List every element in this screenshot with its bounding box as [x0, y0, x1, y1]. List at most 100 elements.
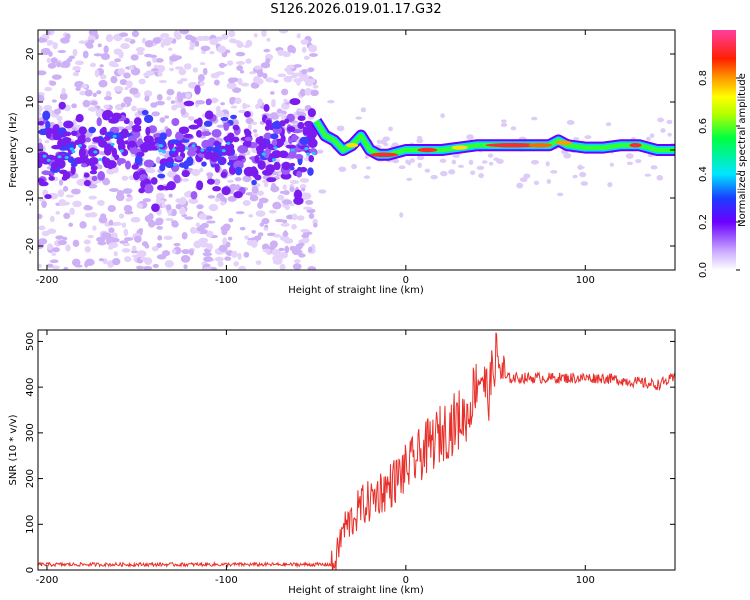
spectrogram-noise-mark: [96, 90, 102, 95]
spectrogram-noise-mark: [252, 129, 258, 133]
spectrogram-noise-mark: [156, 226, 163, 230]
snr-y-tick-label: 500: [25, 332, 36, 351]
spectrogram-noise-mark: [206, 243, 213, 251]
spectrogram-signal-mark: [242, 141, 250, 147]
spectrogram-noise-mark: [125, 80, 133, 89]
spectrogram-noise-mark: [635, 159, 642, 164]
spectrogram-noise-mark: [113, 85, 124, 92]
spectrogram-noise-mark: [230, 105, 238, 109]
spectrogram-noise-mark: [49, 259, 59, 264]
snr-x-label: Height of straight line (km): [288, 585, 424, 596]
spectrogram-signal-mark: [150, 177, 158, 185]
colorbar-tick-label: 0.0: [698, 262, 709, 278]
spectrogram-noise-mark: [65, 244, 71, 252]
spectrogram-noise-mark: [120, 102, 126, 108]
spectrogram-noise-mark: [56, 61, 62, 68]
spectrogram-noise-mark: [239, 69, 245, 74]
spectrogram-noise-mark: [75, 87, 81, 92]
spectrogram-signal-mark: [294, 153, 304, 160]
spectrogram-noise-mark: [254, 65, 262, 70]
spectrogram-noise-mark: [125, 197, 131, 202]
spectrogram-noise-mark: [266, 37, 271, 42]
spectrogram-noise-mark: [199, 62, 206, 66]
spectrogram-signal-mark: [221, 186, 231, 196]
spectrogram-noise-mark: [303, 206, 313, 210]
spectrogram-noise-mark: [183, 264, 188, 270]
spectrogram-noise-mark: [246, 239, 254, 246]
spectrogram-signal-mark: [110, 142, 115, 146]
spectrogram-noise-mark: [136, 203, 144, 209]
spectrogram-noise-mark: [327, 99, 335, 104]
spectrogram-signal-mark: [183, 160, 189, 170]
spectrogram-signal-mark: [196, 130, 203, 138]
spectrogram-noise-mark: [105, 90, 112, 98]
spectrogram-noise-mark: [258, 197, 269, 204]
spectrogram-noise-mark: [457, 164, 465, 168]
spectrogram-signal-mark: [265, 164, 276, 173]
spectrogram-signal-mark: [232, 124, 240, 131]
spectrogram-noise-mark: [280, 113, 287, 121]
spectrogram-noise-mark: [144, 40, 154, 48]
spectrogram-noise-mark: [163, 235, 173, 241]
colorbar-tick-label: 0.2: [698, 214, 709, 230]
spectrogram-noise-mark: [49, 215, 55, 223]
spectrogram-noise-mark: [213, 79, 220, 86]
spectrogram-noise-mark: [657, 117, 664, 123]
spectrogram-signal-mark: [57, 155, 62, 159]
spectrogram-noise-mark: [439, 158, 447, 163]
spectrogram-noise-mark: [201, 49, 207, 55]
spectrogram-noise-mark: [481, 160, 488, 164]
spectrogram-noise-mark: [269, 91, 275, 95]
spectrogram-signal-mark: [211, 128, 222, 138]
spectrogram-noise-mark: [85, 258, 95, 266]
spectrogram-noise-mark: [217, 45, 227, 54]
spectrogram-noise-mark: [440, 170, 448, 177]
spectrogram-noise-mark: [264, 181, 269, 188]
spectrogram-signal-mark: [141, 109, 149, 116]
spectrogram-noise-mark: [38, 137, 43, 145]
spectrogram-signal-mark: [139, 143, 147, 150]
spectrogram-signal-mark: [174, 131, 184, 141]
spectrogram-signal-mark: [46, 129, 56, 134]
spectrogram-noise-mark: [79, 90, 86, 96]
spectrogram-noise-mark: [46, 40, 54, 45]
snr-y-tick-label: 0: [25, 567, 36, 573]
spectrogram-noise-mark: [242, 102, 247, 110]
spectrogram-noise-mark: [108, 242, 119, 249]
spectrogram-noise-mark: [296, 33, 301, 39]
spectrogram-noise-mark: [121, 175, 129, 181]
spectrogram-signal-mark: [145, 126, 151, 136]
spectrogram-noise-mark: [286, 70, 294, 75]
spectrogram-noise-mark: [185, 92, 191, 99]
spectrogram-noise-mark: [291, 224, 297, 230]
spectrogram-noise-mark: [61, 87, 66, 95]
spectrogram-noise-mark: [305, 200, 314, 205]
spectrogram-noise-mark: [130, 54, 139, 61]
spectrogram-noise-mark: [265, 77, 275, 83]
spectrogram-noise-mark: [255, 210, 266, 217]
spectrogram-noise-mark: [301, 187, 306, 192]
spectrogram-noise-mark: [248, 214, 254, 218]
spectrogram-noise-mark: [290, 203, 295, 207]
spectrogram-noise-mark: [296, 79, 301, 86]
ridge-peak-mark: [555, 140, 572, 145]
spectrogram-signal-mark: [159, 132, 167, 141]
spectrogram-noise-mark: [155, 156, 161, 164]
spectrogram-signal-mark: [96, 117, 102, 127]
spectrogram-signal-mark: [38, 120, 45, 126]
spectrogram-noise-mark: [189, 226, 197, 234]
spectrogram-noise-mark: [58, 179, 64, 186]
spectrogram-signal-mark: [85, 137, 92, 143]
spectrogram-signal-mark: [209, 152, 220, 162]
spectrogram-signal-mark: [273, 146, 278, 150]
spectrogram-signal-mark: [281, 161, 291, 171]
spectrogram-noise-mark: [270, 112, 278, 117]
spectrogram-signal-mark: [296, 170, 303, 178]
spectrogram-noise-mark: [200, 35, 211, 41]
spectrogram-noise-mark: [210, 72, 220, 79]
spectrogram-noise-mark: [123, 204, 133, 213]
spectrogram-noise-mark: [164, 36, 174, 43]
spectrogram-noise-mark: [47, 243, 53, 251]
spectrogram-noise-mark: [468, 159, 474, 165]
spectrogram-signal-mark: [45, 120, 51, 130]
